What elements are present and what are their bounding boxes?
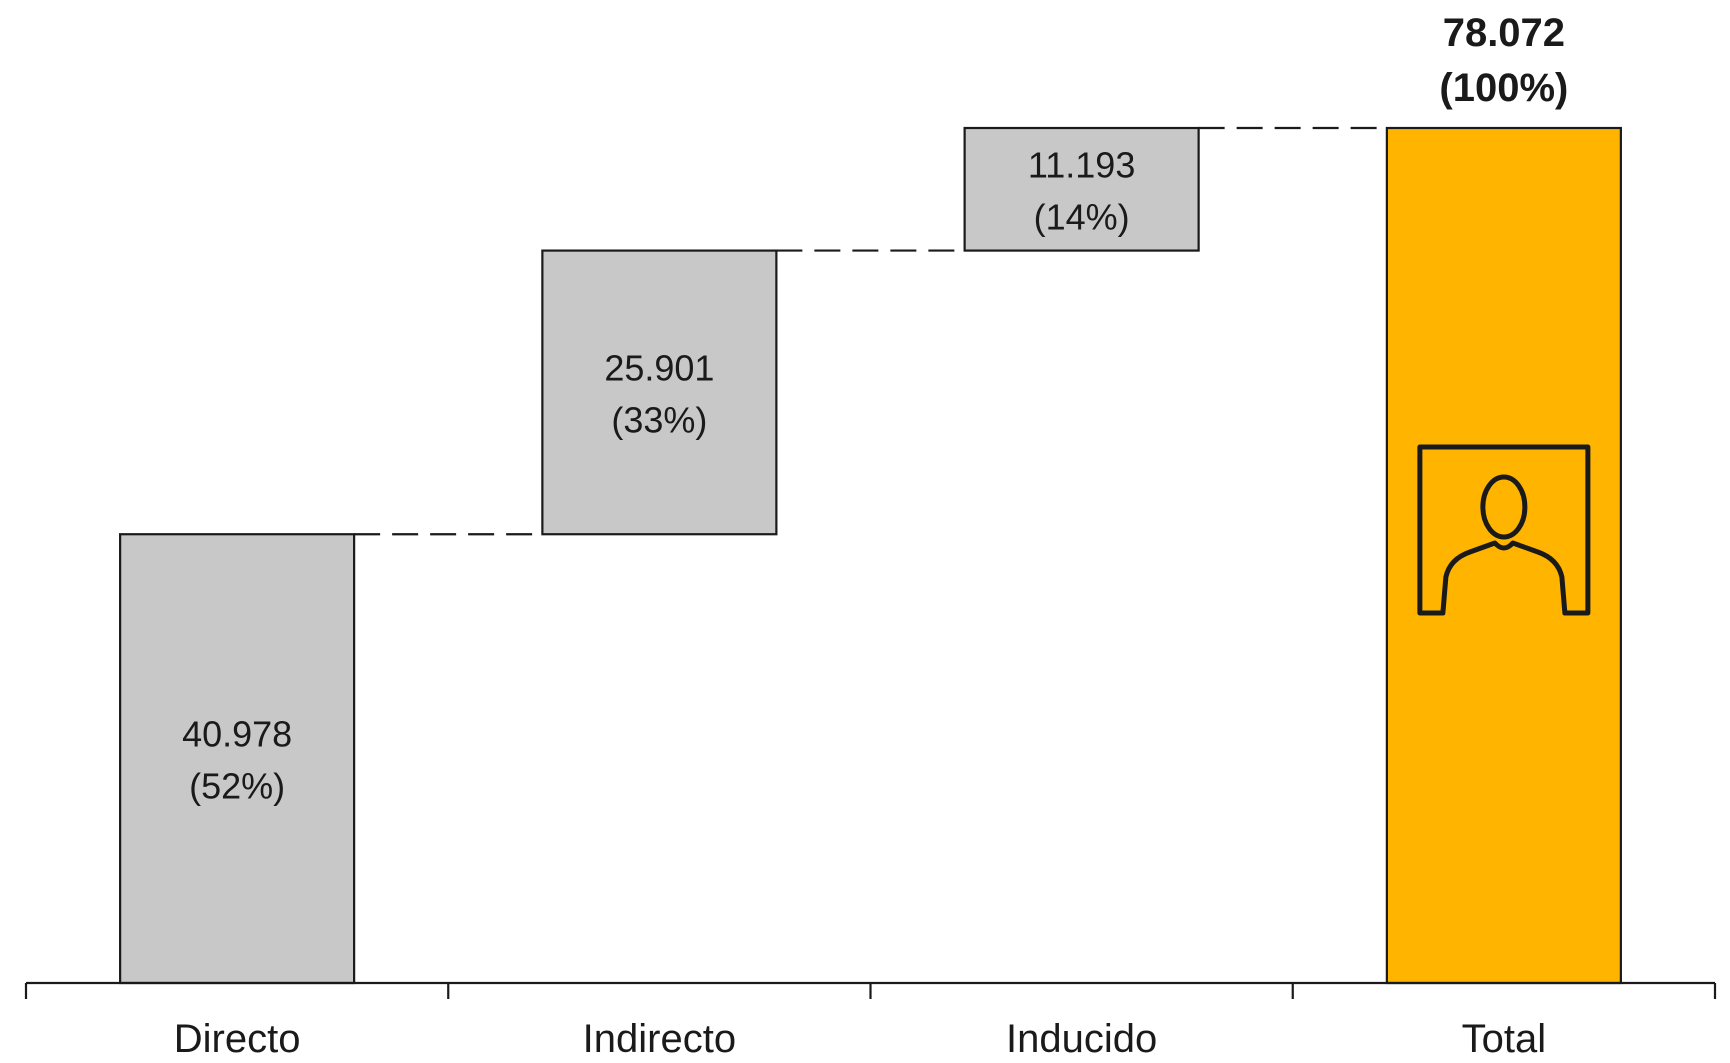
data-label-value: 40.978 bbox=[182, 714, 292, 755]
x-tick-label: Inducido bbox=[1006, 1017, 1157, 1058]
data-label-value: 78.072 bbox=[1443, 11, 1565, 55]
x-tick-label: Indirecto bbox=[583, 1017, 736, 1058]
bar-total bbox=[1385, 126, 1622, 985]
data-label-percent: (52%) bbox=[189, 766, 285, 807]
person-icon-body bbox=[1417, 444, 1591, 616]
x-tick-label: Total bbox=[1462, 1017, 1547, 1058]
x-tick-label: Directo bbox=[174, 1017, 301, 1058]
person-icon-head bbox=[1480, 474, 1528, 540]
data-label-percent: (100%) bbox=[1439, 66, 1568, 110]
data-label-value: 25.901 bbox=[604, 347, 714, 388]
data-label-value: 11.193 bbox=[1028, 144, 1135, 185]
bar-indirecto bbox=[541, 249, 778, 536]
data-label-percent: (33%) bbox=[611, 399, 707, 440]
person-icon bbox=[1417, 444, 1591, 616]
data-label-percent: (14%) bbox=[1034, 196, 1130, 237]
bar-directo bbox=[119, 533, 356, 985]
bar-inducido bbox=[963, 126, 1200, 252]
